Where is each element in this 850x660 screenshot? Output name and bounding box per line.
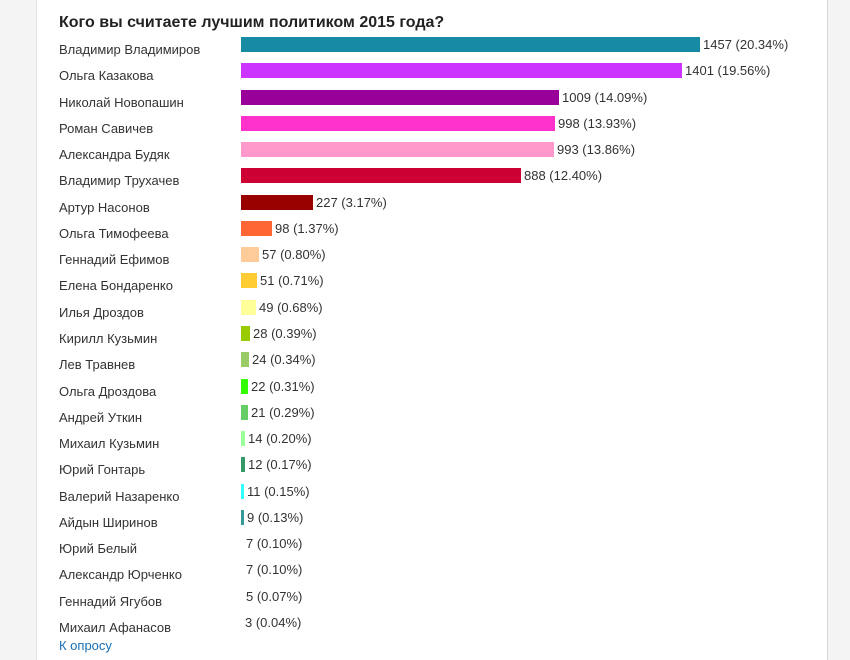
candidate-name: Александра Будяк [59,147,170,163]
result-value-label: 12 (0.17%) [248,457,312,473]
result-row: Валерий Назаренко 11 (0.15%) [0,483,850,510]
result-bar [241,483,244,499]
result-bar [241,614,242,630]
candidate-name: Юрий Гонтарь [59,462,146,478]
result-bar [241,562,243,578]
candidate-name: Владимир Владимиров [59,42,201,57]
candidate-name: Андрей Уткин [59,409,143,425]
result-row: Ольга Тимофеева 98 (1.37%) [0,220,850,247]
candidate-name: Артур Насонов [59,199,150,215]
result-bar [241,509,244,525]
result-value-label: 28 (0.39%) [253,325,317,341]
result-value-label: 5 (0.07%) [246,588,303,604]
candidate-name: Ольга Казакова [59,68,154,84]
candidate-name: Юрий Белый [59,541,138,557]
result-row: Михаил Кузьмин 14 (0.20%) [0,431,850,457]
candidate-name: Валерий Назаренко [59,488,180,504]
candidate-name: Михаил Афанасов [59,619,172,635]
result-row: Владимир Трухачев 888 (12.40%) [0,168,850,194]
result-value-label: 98 (1.37%) [275,220,339,236]
result-value-label: 9 (0.13%) [247,509,304,525]
candidate-name: Айдын Ширинов [59,514,158,530]
result-row: Айдын Ширинов 9 (0.13%) [0,509,850,536]
result-bar [241,325,250,341]
candidate-name: Лев Травнев [59,357,136,373]
candidate-name: Владимир Трухачев [59,173,180,189]
candidate-name: Николай Новопашин [59,94,184,110]
result-value-label: 7 (0.10%) [246,562,303,578]
result-bar [241,63,682,79]
result-bar [241,352,249,368]
result-row: Александр Юрченко 7 (0.10%) [0,562,850,588]
result-bar [241,142,554,158]
result-row: Кирилл Кузьмин 28 (0.39%) [0,325,850,352]
result-row: Александра Будяк 993 (13.86%) [0,142,850,168]
result-value-label: 21 (0.29%) [251,404,315,420]
result-value-label: 1009 (14.09%) [562,89,648,105]
result-row: Владимир Владимиров 1457 (20.34%) [0,37,850,63]
result-bar [241,89,559,105]
candidate-name: Роман Савичев [59,120,154,136]
poll-title: Кого вы считаете лучшим политиком 2015 г… [59,14,445,31]
result-bar [241,536,243,552]
result-bar [241,194,313,210]
candidate-name: Александр Юрченко [59,567,182,583]
result-row: Михаил Афанасов 3 (0.04%) [0,614,850,641]
result-value-label: 24 (0.34%) [252,352,316,368]
result-bar [241,273,257,289]
result-bar [241,37,700,52]
result-value-label: 1401 (19.56%) [685,63,771,79]
result-row: Артур Насонов 227 (3.17%) [0,194,850,221]
candidate-name: Илья Дроздов [59,304,144,320]
result-value-label: 993 (13.86%) [557,142,636,158]
result-bar [241,220,272,236]
result-row: Роман Савичев 998 (13.93%) [0,115,850,142]
result-row: Андрей Уткин 21 (0.29%) [0,404,850,431]
result-bar [241,378,248,394]
result-bar [241,431,245,447]
candidate-name: Михаил Кузьмин [59,436,160,452]
candidate-name: Ольга Дроздова [59,383,157,399]
result-value-label: 7 (0.10%) [246,536,303,552]
result-bar [241,115,555,131]
result-row: Лев Травнев 24 (0.34%) [0,352,850,378]
result-row: Геннадий Ефимов 57 (0.80%) [0,247,850,273]
result-value-label: 998 (13.93%) [558,115,637,131]
result-value-label: 227 (3.17%) [316,194,387,210]
candidate-name: Геннадий Ягубов [59,593,163,609]
result-value-label: 14 (0.20%) [248,431,312,447]
candidate-name: Кирилл Кузьмин [59,330,158,346]
candidate-name: Елена Бондаренко [59,278,173,294]
result-value-label: 51 (0.71%) [260,273,324,289]
result-value-label: 49 (0.68%) [259,299,323,315]
result-value-label: 1457 (20.34%) [703,37,789,52]
result-row: Юрий Белый 7 (0.10%) [0,536,850,562]
result-value-label: 3 (0.04%) [245,614,302,630]
result-value-label: 57 (0.80%) [262,247,326,263]
result-row: Геннадий Ягубов 5 (0.07%) [0,588,850,615]
candidate-name: Ольга Тимофеева [59,225,169,241]
candidate-name: Геннадий Ефимов [59,252,170,268]
result-value-label: 11 (0.15%) [247,483,310,499]
result-row: Елена Бондаренко 51 (0.71%) [0,273,850,299]
result-value-label: 888 (12.40%) [524,168,603,184]
result-bar [241,299,256,315]
result-row: Ольга Казакова 1401 (19.56%) [0,63,850,89]
result-row: Ольга Дроздова 22 (0.31%) [0,378,850,405]
result-row: Николай Новопашин 1009 (14.09%) [0,89,850,116]
poll-results-panel [36,0,828,660]
back-to-poll-link[interactable]: К опросу [59,638,112,653]
result-bar [241,404,248,420]
result-row: Юрий Гонтарь 12 (0.17%) [0,457,850,483]
result-bar [241,588,243,604]
result-bar [241,457,245,473]
result-bar [241,247,259,263]
result-value-label: 22 (0.31%) [251,378,315,394]
result-row: Илья Дроздов 49 (0.68%) [0,299,850,326]
result-bar [241,168,521,184]
